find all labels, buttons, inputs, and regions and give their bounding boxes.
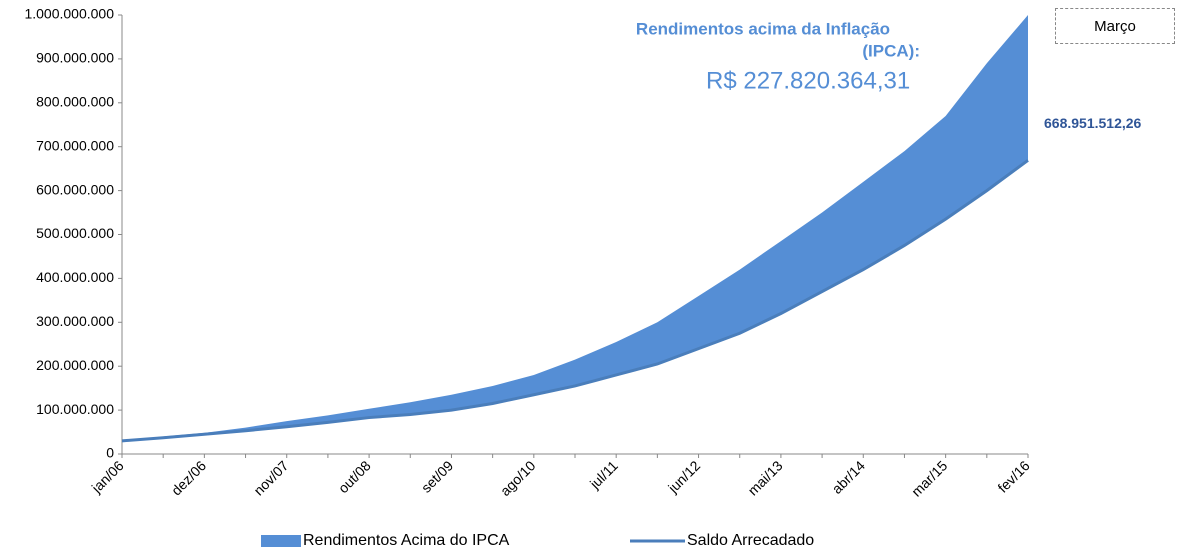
y-tick-label: 0 — [106, 445, 114, 461]
x-tick-label: jan/06 — [88, 457, 127, 496]
x-tick-label: jul/11 — [586, 457, 621, 492]
month-button[interactable]: Março — [1055, 8, 1175, 44]
x-tick-label: mai/13 — [745, 457, 786, 498]
x-tick-label: set/09 — [418, 457, 456, 495]
end-label: 668.951.512,26 — [1044, 115, 1142, 131]
annotation-title: (IPCA): — [862, 41, 920, 60]
legend-label: Rendimentos Acima do IPCA — [303, 532, 510, 549]
y-tick-label: 600.000.000 — [36, 181, 114, 197]
x-tick-label: mar/15 — [908, 457, 950, 499]
annotation-value: R$ 227.820.364,31 — [706, 67, 910, 94]
x-tick-label: dez/06 — [168, 457, 209, 498]
y-tick-label: 500.000.000 — [36, 225, 114, 241]
x-tick-label: out/08 — [335, 457, 374, 496]
x-tick-label: fev/16 — [994, 457, 1032, 495]
y-tick-label: 400.000.000 — [36, 269, 114, 285]
y-tick-label: 1.000.000.000 — [24, 6, 114, 22]
y-tick-label: 900.000.000 — [36, 50, 114, 66]
y-tick-label: 800.000.000 — [36, 94, 114, 110]
y-tick-label: 300.000.000 — [36, 313, 114, 329]
x-tick-label: ago/10 — [497, 457, 539, 499]
legend-swatch — [261, 535, 301, 547]
line — [121, 159, 1029, 443]
y-tick-label: 700.000.000 — [36, 137, 114, 153]
x-tick-label: nov/07 — [250, 457, 291, 498]
y-tick-label: 200.000.000 — [36, 357, 114, 373]
y-tick-label: 100.000.000 — [36, 401, 114, 417]
area — [122, 15, 1028, 441]
legend-label: Saldo Arrecadado — [687, 532, 814, 549]
x-tick-label: jun/12 — [664, 457, 703, 496]
x-tick-label: abr/14 — [829, 457, 869, 497]
annotation-title: Rendimentos acima da Inflação — [636, 19, 890, 38]
